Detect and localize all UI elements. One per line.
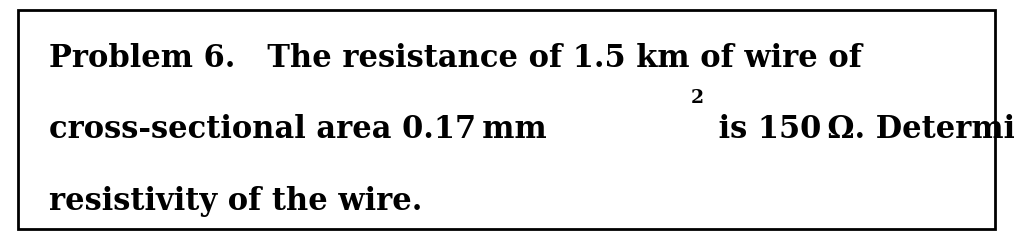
FancyBboxPatch shape [18, 10, 995, 229]
Text: resistivity of the wire.: resistivity of the wire. [49, 186, 422, 217]
Text: Problem 6.   The resistance of 1.5 km of wire of: Problem 6. The resistance of 1.5 km of w… [49, 43, 862, 74]
Text: cross-sectional area 0.17 mm: cross-sectional area 0.17 mm [49, 114, 547, 145]
Text: 2: 2 [691, 89, 704, 107]
Text: is 150 Ω. Determine the: is 150 Ω. Determine the [708, 114, 1014, 145]
